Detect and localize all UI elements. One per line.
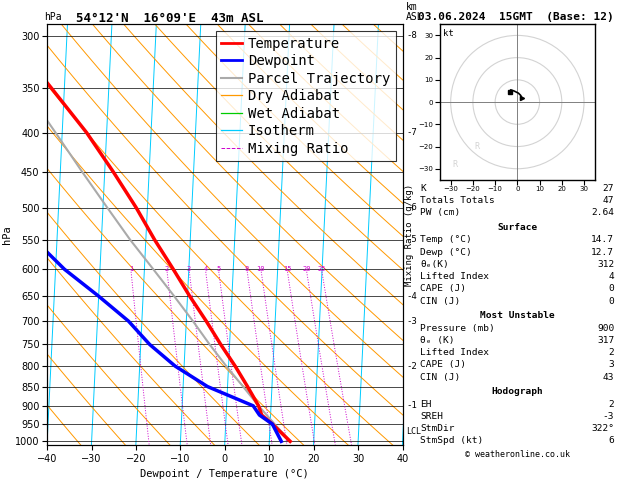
Text: hPa: hPa [44,12,62,22]
Text: 900: 900 [597,324,615,333]
Text: 4: 4 [203,266,208,272]
Text: R: R [453,160,458,169]
Text: 47: 47 [603,196,615,205]
Text: Totals Totals: Totals Totals [420,196,495,205]
Text: StmDir: StmDir [420,424,455,433]
Text: -3: -3 [406,317,417,326]
Text: -7: -7 [406,128,417,137]
Text: 0: 0 [608,284,615,294]
Text: θₑ(K): θₑ(K) [420,260,449,269]
Text: 6: 6 [608,436,615,446]
Text: 3: 3 [608,361,615,369]
Text: km
ASL: km ASL [406,2,423,22]
Text: PW (cm): PW (cm) [420,208,460,217]
Text: 2.64: 2.64 [591,208,615,217]
Text: CIN (J): CIN (J) [420,373,460,382]
Text: 14.7: 14.7 [591,235,615,244]
Text: CAPE (J): CAPE (J) [420,284,467,294]
Text: Surface: Surface [498,223,537,232]
Text: 8: 8 [245,266,249,272]
Text: CAPE (J): CAPE (J) [420,361,467,369]
Text: -5: -5 [406,235,417,244]
Text: Most Unstable: Most Unstable [480,312,555,320]
Text: 322°: 322° [591,424,615,433]
Text: -1: -1 [406,401,417,410]
Text: 03.06.2024  15GMT  (Base: 12): 03.06.2024 15GMT (Base: 12) [418,12,614,22]
Text: 1: 1 [129,266,133,272]
Text: R: R [475,142,480,151]
Text: Pressure (mb): Pressure (mb) [420,324,495,333]
Text: -3: -3 [603,412,615,421]
Text: Lifted Index: Lifted Index [420,272,489,281]
Text: -2: -2 [406,362,417,371]
Text: StmSpd (kt): StmSpd (kt) [420,436,484,446]
Text: 0: 0 [608,297,615,306]
Text: 43: 43 [603,373,615,382]
Text: © weatheronline.co.uk: © weatheronline.co.uk [465,450,570,459]
Text: 3: 3 [187,266,191,272]
Text: -6: -6 [406,203,417,212]
Text: 4: 4 [608,272,615,281]
Text: SREH: SREH [420,412,443,421]
Text: kt: kt [443,29,454,38]
Text: 2: 2 [608,348,615,357]
X-axis label: Dewpoint / Temperature (°C): Dewpoint / Temperature (°C) [140,469,309,479]
Text: LCL: LCL [406,427,421,435]
Text: 2: 2 [608,399,615,409]
Text: θₑ (K): θₑ (K) [420,336,455,345]
Text: 27: 27 [603,184,615,193]
Text: 12.7: 12.7 [591,248,615,257]
Text: Lifted Index: Lifted Index [420,348,489,357]
Y-axis label: Mixing Ratio (g/kg): Mixing Ratio (g/kg) [405,183,415,286]
Text: CIN (J): CIN (J) [420,297,460,306]
Text: 2: 2 [165,266,169,272]
Text: 15: 15 [283,266,291,272]
Text: 25: 25 [317,266,326,272]
Text: Dewp (°C): Dewp (°C) [420,248,472,257]
Text: 312: 312 [597,260,615,269]
Y-axis label: hPa: hPa [3,225,12,244]
Text: K: K [420,184,426,193]
Text: 20: 20 [302,266,311,272]
Legend: Temperature, Dewpoint, Parcel Trajectory, Dry Adiabat, Wet Adiabat, Isotherm, Mi: Temperature, Dewpoint, Parcel Trajectory… [216,31,396,161]
Text: 5: 5 [216,266,221,272]
Text: 317: 317 [597,336,615,345]
Text: 10: 10 [257,266,265,272]
Text: -8: -8 [406,31,417,40]
Text: -4: -4 [406,292,417,301]
Text: Temp (°C): Temp (°C) [420,235,472,244]
Text: EH: EH [420,399,432,409]
Text: 54°12'N  16°09'E  43m ASL: 54°12'N 16°09'E 43m ASL [76,12,264,25]
Text: Hodograph: Hodograph [491,387,543,397]
